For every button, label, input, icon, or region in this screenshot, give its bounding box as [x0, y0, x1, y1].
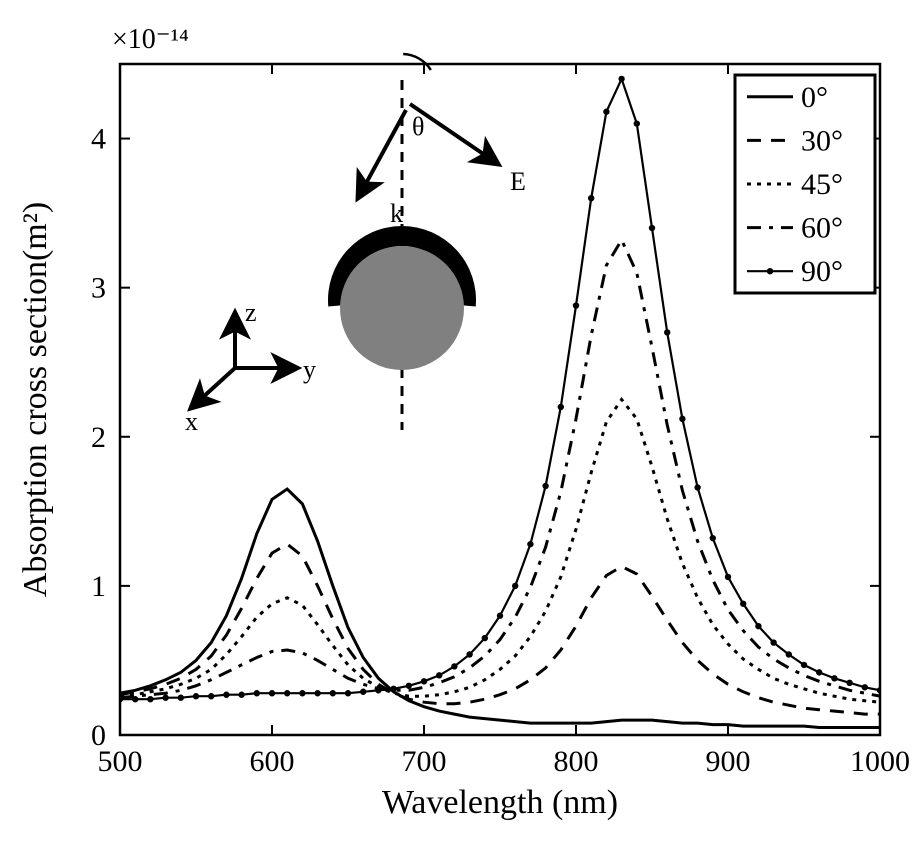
chart-container: 500600700800900100001234×10⁻¹⁴Wavelength… [0, 0, 912, 846]
svg-text:θ: θ [412, 112, 424, 141]
svg-text:3: 3 [91, 272, 106, 305]
svg-text:60°: 60° [801, 212, 843, 245]
svg-text:45°: 45° [801, 168, 843, 201]
svg-text:Absorption cross section(m²): Absorption cross section(m²) [17, 202, 54, 597]
svg-text:90°: 90° [801, 255, 843, 288]
svg-text:2: 2 [91, 421, 106, 454]
svg-text:0: 0 [91, 719, 106, 752]
svg-text:1: 1 [91, 570, 106, 603]
svg-text:1000: 1000 [850, 745, 910, 778]
svg-text:z: z [245, 298, 257, 327]
svg-text:700: 700 [402, 745, 447, 778]
svg-text:×10⁻¹⁴: ×10⁻¹⁴ [112, 24, 189, 55]
chart-svg: 500600700800900100001234×10⁻¹⁴Wavelength… [0, 0, 912, 846]
svg-text:y: y [303, 355, 316, 384]
svg-text:x: x [185, 407, 198, 436]
svg-text:k: k [390, 199, 403, 228]
svg-text:0°: 0° [801, 81, 828, 114]
svg-text:4: 4 [91, 123, 106, 156]
svg-text:900: 900 [706, 745, 751, 778]
svg-text:30°: 30° [801, 124, 843, 157]
svg-text:800: 800 [554, 745, 599, 778]
svg-text:600: 600 [250, 745, 295, 778]
svg-text:E: E [510, 167, 526, 196]
svg-text:Wavelength (nm): Wavelength (nm) [382, 784, 618, 821]
